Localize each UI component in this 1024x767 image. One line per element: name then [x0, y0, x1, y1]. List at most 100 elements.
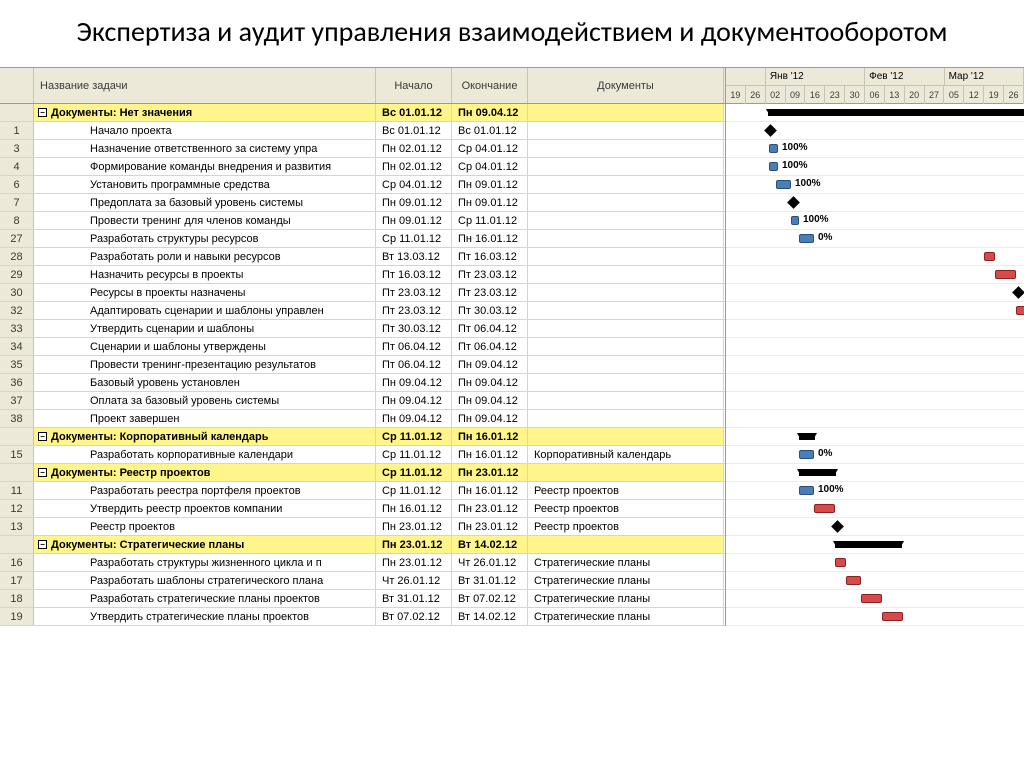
task-row[interactable]: 13Реестр проектовПн 23.01.12Пн 23.01.12Р…	[0, 518, 725, 536]
documents-cell[interactable]	[528, 356, 724, 373]
task-name-cell[interactable]: Разработать реестра портфеля проектов	[34, 482, 376, 499]
row-id[interactable]: 1	[0, 122, 34, 139]
task-name-cell[interactable]: Сценарии и шаблоны утверждены	[34, 338, 376, 355]
task-row[interactable]: −Документы: Стратегические планыПн 23.01…	[0, 536, 725, 554]
gantt-row[interactable]	[726, 338, 1024, 356]
start-date-cell[interactable]: Пн 23.01.12	[376, 518, 452, 535]
row-id[interactable]: 4	[0, 158, 34, 175]
start-date-cell[interactable]: Пт 23.03.12	[376, 302, 452, 319]
task-row[interactable]: −Документы: Нет значенияВс 01.01.12Пн 09…	[0, 104, 725, 122]
start-date-cell[interactable]: Ср 11.01.12	[376, 428, 452, 445]
row-id[interactable]: 17	[0, 572, 34, 589]
start-date-cell[interactable]: Пт 06.04.12	[376, 338, 452, 355]
task-row[interactable]: 37Оплата за базовый уровень системыПн 09…	[0, 392, 725, 410]
task-row[interactable]: 16Разработать структуры жизненного цикла…	[0, 554, 725, 572]
end-date-cell[interactable]: Пн 09.04.12	[452, 410, 528, 427]
end-date-cell[interactable]: Ср 04.01.12	[452, 140, 528, 157]
documents-cell[interactable]: Стратегические планы	[528, 608, 724, 625]
documents-cell[interactable]	[528, 428, 724, 445]
gantt-row[interactable]	[726, 302, 1024, 320]
start-date-cell[interactable]: Пт 30.03.12	[376, 320, 452, 337]
summary-bar[interactable]	[799, 433, 815, 440]
documents-cell[interactable]	[528, 392, 724, 409]
end-date-cell[interactable]: Ср 11.01.12	[452, 212, 528, 229]
task-row[interactable]: 35Провести тренинг-презентацию результат…	[0, 356, 725, 374]
task-bar[interactable]	[814, 504, 835, 513]
task-bar[interactable]	[799, 450, 814, 459]
documents-cell[interactable]: Корпоративный календарь	[528, 446, 724, 463]
documents-cell[interactable]: Стратегические планы	[528, 572, 724, 589]
task-name-cell[interactable]: Утвердить реестр проектов компании	[34, 500, 376, 517]
task-name-cell[interactable]: −Документы: Стратегические планы	[34, 536, 376, 553]
start-date-cell[interactable]: Вт 31.01.12	[376, 590, 452, 607]
gantt-row[interactable]	[726, 284, 1024, 302]
task-row[interactable]: −Документы: Корпоративный календарьСр 11…	[0, 428, 725, 446]
documents-cell[interactable]	[528, 248, 724, 265]
end-date-cell[interactable]: Вт 14.02.12	[452, 536, 528, 553]
gantt-row[interactable]	[726, 320, 1024, 338]
end-date-cell[interactable]: Вс 01.01.12	[452, 122, 528, 139]
collapse-icon[interactable]: −	[38, 108, 47, 117]
task-name-cell[interactable]: Адаптировать сценарии и шаблоны управлен	[34, 302, 376, 319]
summary-bar[interactable]	[835, 541, 902, 548]
gantt-row[interactable]	[726, 392, 1024, 410]
task-bar[interactable]	[769, 162, 778, 171]
gantt-row[interactable]	[726, 248, 1024, 266]
row-id[interactable]: 3	[0, 140, 34, 157]
row-id[interactable]: 11	[0, 482, 34, 499]
documents-cell[interactable]	[528, 266, 724, 283]
task-row[interactable]: 7Предоплата за базовый уровень системыПн…	[0, 194, 725, 212]
task-name-cell[interactable]: −Документы: Нет значения	[34, 104, 376, 121]
start-date-cell[interactable]: Пн 09.04.12	[376, 410, 452, 427]
start-date-cell[interactable]: Пт 23.03.12	[376, 284, 452, 301]
end-date-cell[interactable]: Пн 23.01.12	[452, 518, 528, 535]
task-name-cell[interactable]: Провести тренинг-презентацию результатов	[34, 356, 376, 373]
col-name[interactable]: Название задачи	[34, 68, 376, 103]
task-name-cell[interactable]: Оплата за базовый уровень системы	[34, 392, 376, 409]
task-row[interactable]: 12Утвердить реестр проектов компанииПн 1…	[0, 500, 725, 518]
gantt-body[interactable]: 100%100%100%100%0%0%100%	[726, 104, 1024, 626]
task-row[interactable]: 36Базовый уровень установленПн 09.04.12П…	[0, 374, 725, 392]
summary-bar[interactable]	[768, 109, 1024, 116]
task-name-cell[interactable]: −Документы: Корпоративный календарь	[34, 428, 376, 445]
gantt-row[interactable]	[726, 554, 1024, 572]
row-id[interactable]: 37	[0, 392, 34, 409]
end-date-cell[interactable]: Пт 23.03.12	[452, 266, 528, 283]
gantt-row[interactable]: 100%	[726, 212, 1024, 230]
gantt-row[interactable]	[726, 428, 1024, 446]
documents-cell[interactable]	[528, 374, 724, 391]
start-date-cell[interactable]: Пт 16.03.12	[376, 266, 452, 283]
gantt-row[interactable]	[726, 590, 1024, 608]
task-bar[interactable]	[861, 594, 882, 603]
row-id[interactable]: 16	[0, 554, 34, 571]
row-id[interactable]	[0, 104, 34, 121]
start-date-cell[interactable]: Пт 06.04.12	[376, 356, 452, 373]
task-name-cell[interactable]: Проект завершен	[34, 410, 376, 427]
end-date-cell[interactable]: Пн 23.01.12	[452, 500, 528, 517]
gantt-row[interactable]	[726, 572, 1024, 590]
task-name-cell[interactable]: Назначить ресурсы в проекты	[34, 266, 376, 283]
start-date-cell[interactable]: Чт 26.01.12	[376, 572, 452, 589]
end-date-cell[interactable]: Вт 31.01.12	[452, 572, 528, 589]
row-id[interactable]: 19	[0, 608, 34, 625]
task-name-cell[interactable]: Назначение ответственного за систему упр…	[34, 140, 376, 157]
task-row[interactable]: 17Разработать шаблоны стратегического пл…	[0, 572, 725, 590]
end-date-cell[interactable]: Пн 09.04.12	[452, 104, 528, 121]
documents-cell[interactable]	[528, 140, 724, 157]
task-name-cell[interactable]: Начало проекта	[34, 122, 376, 139]
gantt-row[interactable]	[726, 500, 1024, 518]
task-row[interactable]: 11Разработать реестра портфеля проектовС…	[0, 482, 725, 500]
documents-cell[interactable]	[528, 338, 724, 355]
task-bar[interactable]	[835, 558, 846, 567]
row-id[interactable]: 34	[0, 338, 34, 355]
task-row[interactable]: 6Установить программные средстваСр 04.01…	[0, 176, 725, 194]
gantt-row[interactable]: 0%	[726, 446, 1024, 464]
task-row[interactable]: 19Утвердить стратегические планы проекто…	[0, 608, 725, 626]
start-date-cell[interactable]: Пн 16.01.12	[376, 500, 452, 517]
gantt-row[interactable]: 100%	[726, 176, 1024, 194]
end-date-cell[interactable]: Чт 26.01.12	[452, 554, 528, 571]
gantt-row[interactable]	[726, 104, 1024, 122]
end-date-cell[interactable]: Пн 16.01.12	[452, 482, 528, 499]
gantt-row[interactable]	[726, 122, 1024, 140]
end-date-cell[interactable]: Пн 16.01.12	[452, 428, 528, 445]
